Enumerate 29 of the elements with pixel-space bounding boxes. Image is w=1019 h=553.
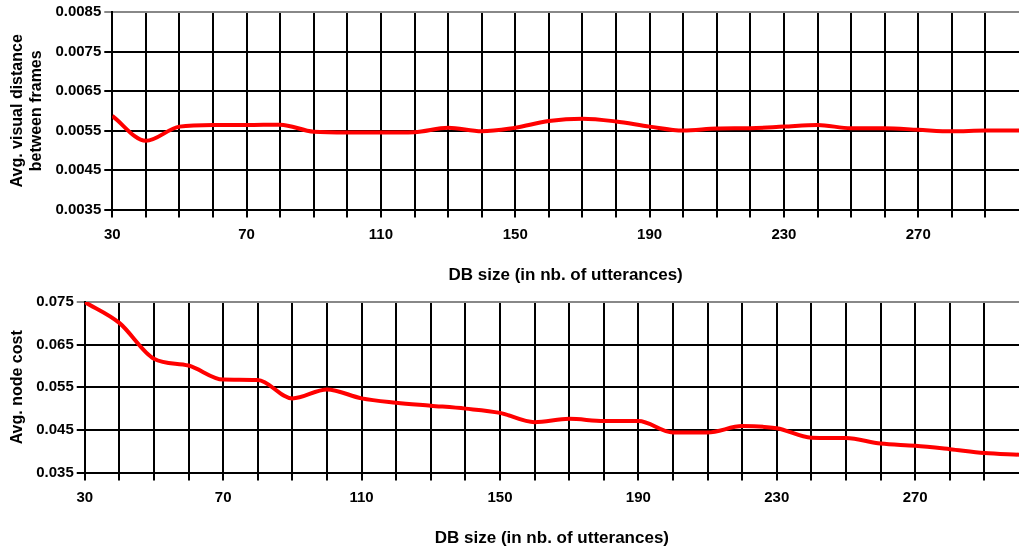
y-tick-label: 0.075 — [36, 292, 74, 310]
x-tick-label: 270 — [902, 487, 928, 505]
x-tick-label: 110 — [368, 224, 394, 242]
y-tick-label: 0.0045 — [55, 160, 102, 178]
y-tick-label: 0.055 — [36, 377, 74, 395]
x-tick-label: 230 — [771, 224, 797, 242]
y-axis-title: Avg. visual distance between frames — [8, 34, 45, 188]
y-tick-label: 0.0055 — [55, 120, 102, 138]
x-tick-label: 190 — [625, 487, 651, 505]
y-tick-label: 0.035 — [36, 462, 74, 480]
x-tick-label: 150 — [487, 487, 513, 505]
x-tick-label: 30 — [103, 224, 121, 242]
y-axis-title: Avg. node cost — [8, 329, 26, 445]
y-tick-label: 0.0075 — [55, 41, 102, 59]
x-tick-label: 70 — [214, 487, 232, 505]
x-tick-label: 190 — [637, 224, 663, 242]
x-tick-label: 70 — [238, 224, 255, 242]
x-axis-title: DB size (in nb. of utterances) — [434, 528, 669, 548]
x-axis-title: DB size (in nb. of utterances) — [448, 265, 683, 285]
x-tick-label: 270 — [905, 224, 931, 242]
x-tick-label: 110 — [349, 487, 374, 505]
y-tick-label: 0.045 — [36, 420, 74, 438]
y-tick-label: 0.0085 — [55, 2, 102, 20]
x-tick-label: 230 — [764, 487, 790, 505]
x-tick-label: 150 — [502, 224, 528, 242]
y-tick-label: 0.065 — [36, 334, 74, 352]
x-tick-label: 30 — [76, 487, 94, 505]
y-tick-label: 0.0065 — [55, 81, 102, 99]
y-tick-label: 0.0035 — [55, 199, 102, 217]
